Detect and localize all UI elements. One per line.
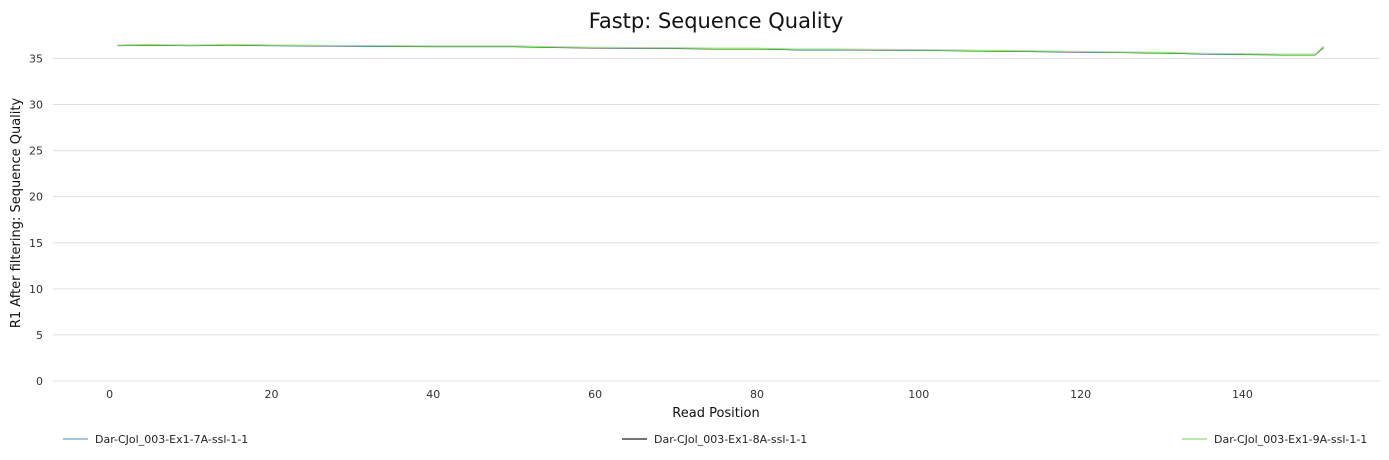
chart-title: Fastp: Sequence Quality bbox=[589, 9, 844, 33]
x-tick-label: 0 bbox=[106, 388, 113, 401]
x-tick-label: 100 bbox=[908, 388, 929, 401]
y-axis-ticks: 0 5 10 15 20 25 30 35 bbox=[29, 52, 43, 388]
legend-label: Dar-CJol_003-Ex1-8A-ssl-1-1 bbox=[654, 433, 807, 446]
legend: Dar-CJol_003-Ex1-7A-ssl-1-1 Dar-CJol_003-… bbox=[63, 433, 1367, 446]
legend-item-3[interactable]: Dar-CJol_003-Ex1-9A-ssl-1-1 bbox=[1182, 433, 1367, 446]
grid-lines bbox=[53, 57, 1380, 382]
x-tick-label: 120 bbox=[1070, 388, 1091, 401]
y-tick-label: 35 bbox=[29, 52, 43, 65]
y-tick-label: 30 bbox=[29, 99, 43, 112]
y-tick-label: 10 bbox=[29, 283, 43, 296]
legend-label: Dar-CJol_003-Ex1-9A-ssl-1-1 bbox=[1214, 433, 1367, 446]
y-tick-label: 15 bbox=[29, 237, 43, 250]
legend-item-1[interactable]: Dar-CJol_003-Ex1-7A-ssl-1-1 bbox=[63, 433, 248, 446]
x-tick-label: 140 bbox=[1232, 388, 1253, 401]
series-line-2[interactable] bbox=[117, 44, 1324, 56]
legend-item-2[interactable]: Dar-CJol_003-Ex1-8A-ssl-1-1 bbox=[622, 433, 807, 446]
y-tick-label: 0 bbox=[36, 375, 43, 388]
y-tick-label: 25 bbox=[29, 145, 43, 158]
x-axis-title: Read Position bbox=[672, 406, 759, 421]
x-axis-ticks: 0 20 40 60 80 100 120 140 bbox=[106, 388, 1253, 401]
x-tick-label: 40 bbox=[426, 388, 440, 401]
x-tick-label: 60 bbox=[588, 388, 602, 401]
series-lines bbox=[117, 43, 1324, 56]
x-tick-label: 20 bbox=[264, 388, 278, 401]
legend-label: Dar-CJol_003-Ex1-7A-ssl-1-1 bbox=[95, 433, 248, 446]
series-line-3[interactable] bbox=[117, 43, 1324, 55]
y-tick-label: 5 bbox=[36, 329, 43, 342]
x-tick-label: 80 bbox=[750, 388, 764, 401]
y-axis-title: R1 After filtering: Sequence Quality bbox=[9, 98, 24, 329]
y-tick-label: 20 bbox=[29, 191, 43, 204]
